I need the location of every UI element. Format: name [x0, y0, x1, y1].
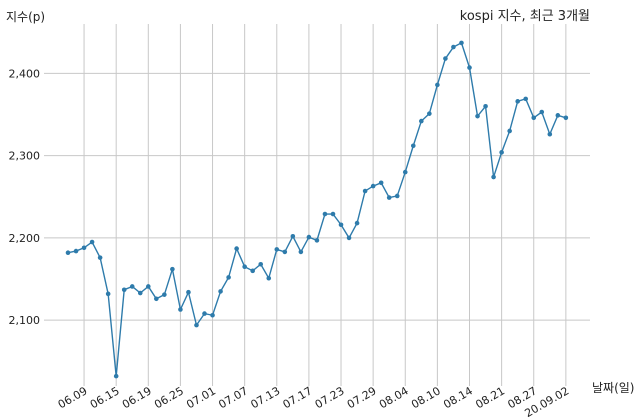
data-point	[242, 264, 247, 270]
x-tick-label: 08.14	[441, 384, 475, 411]
data-point	[499, 150, 504, 155]
points-layer	[65, 40, 569, 379]
x-tick-label: 08.04	[377, 384, 411, 411]
x-axis-label: 날짜(일)	[592, 381, 634, 395]
data-point	[330, 211, 336, 217]
data-point	[218, 289, 223, 294]
data-point	[322, 211, 328, 217]
x-tick-label: 07.01	[184, 384, 218, 411]
data-point	[370, 183, 376, 189]
data-point	[202, 311, 207, 316]
data-point	[137, 290, 143, 296]
x-tick-label: 07.07	[216, 384, 250, 411]
data-point	[475, 113, 480, 119]
data-point	[194, 322, 199, 328]
data-point	[234, 246, 239, 251]
data-point	[73, 248, 79, 254]
data-point	[362, 188, 368, 194]
data-point	[427, 111, 432, 116]
data-point	[186, 289, 191, 295]
data-point	[402, 169, 408, 175]
data-point	[386, 195, 392, 200]
data-point	[394, 193, 400, 199]
data-point	[443, 56, 448, 61]
data-point	[266, 275, 272, 281]
data-point	[210, 312, 215, 318]
data-point	[338, 222, 344, 228]
x-tick-label: 06.15	[88, 384, 122, 411]
x-tick-label: 06.19	[120, 384, 154, 411]
series-layer	[67, 41, 567, 377]
data-point	[258, 261, 264, 267]
data-point	[435, 82, 440, 88]
data-point	[555, 113, 561, 118]
data-point	[483, 103, 488, 109]
data-point	[65, 250, 71, 256]
data-point	[162, 292, 167, 297]
data-point	[170, 266, 175, 272]
y-tick-label: 2,100	[9, 314, 41, 327]
data-point	[226, 275, 231, 280]
data-point	[563, 115, 569, 121]
y-tick-label: 2,400	[9, 67, 41, 80]
data-point	[250, 268, 255, 274]
x-tick-label: 07.17	[281, 384, 315, 411]
data-point	[178, 307, 183, 312]
data-point	[491, 174, 496, 180]
data-point	[113, 373, 119, 379]
data-point	[515, 99, 520, 104]
data-point	[547, 131, 553, 137]
y-tick-label: 2,200	[9, 232, 41, 245]
data-point	[105, 291, 111, 297]
data-point	[298, 249, 304, 255]
x-tick-label: 07.13	[249, 384, 283, 411]
y-tick-label: 2,300	[9, 150, 41, 163]
data-point	[531, 115, 537, 121]
data-point	[539, 109, 545, 115]
data-point	[282, 249, 288, 255]
data-point	[410, 143, 416, 149]
data-point	[451, 44, 456, 50]
chart-title: kospi 지수, 최근 3개월	[460, 9, 590, 24]
data-point	[459, 40, 464, 46]
grid	[44, 24, 590, 386]
data-point	[346, 235, 352, 241]
x-tick-label: 08.21	[473, 384, 507, 411]
data-point	[467, 65, 472, 70]
data-point	[97, 255, 103, 260]
series-line	[67, 41, 567, 377]
data-point	[89, 239, 95, 245]
data-point	[354, 220, 360, 226]
x-tick-label: 08.10	[409, 384, 443, 411]
x-tick-label: 06.09	[56, 384, 90, 411]
y-axis-label: 지수(p)	[6, 10, 45, 24]
data-point	[146, 284, 151, 289]
data-point	[507, 128, 512, 134]
x-tick-label: 07.29	[345, 384, 379, 411]
data-point	[129, 284, 135, 289]
data-point	[378, 180, 384, 186]
data-point	[419, 118, 424, 124]
data-point	[290, 233, 296, 239]
data-point	[523, 96, 529, 102]
data-point	[306, 234, 312, 240]
data-point	[314, 238, 320, 243]
data-point	[154, 296, 159, 302]
data-point	[121, 287, 127, 293]
data-point	[81, 245, 87, 251]
x-tick-label: 07.23	[313, 384, 347, 411]
x-tick-labels: 06.0906.1506.1906.2507.0107.0707.1307.17…	[56, 384, 572, 418]
x-tick-label: 06.25	[152, 384, 186, 411]
data-point	[274, 247, 280, 252]
y-tick-labels: 2,100 2,200 2,300 2,400	[9, 67, 41, 327]
